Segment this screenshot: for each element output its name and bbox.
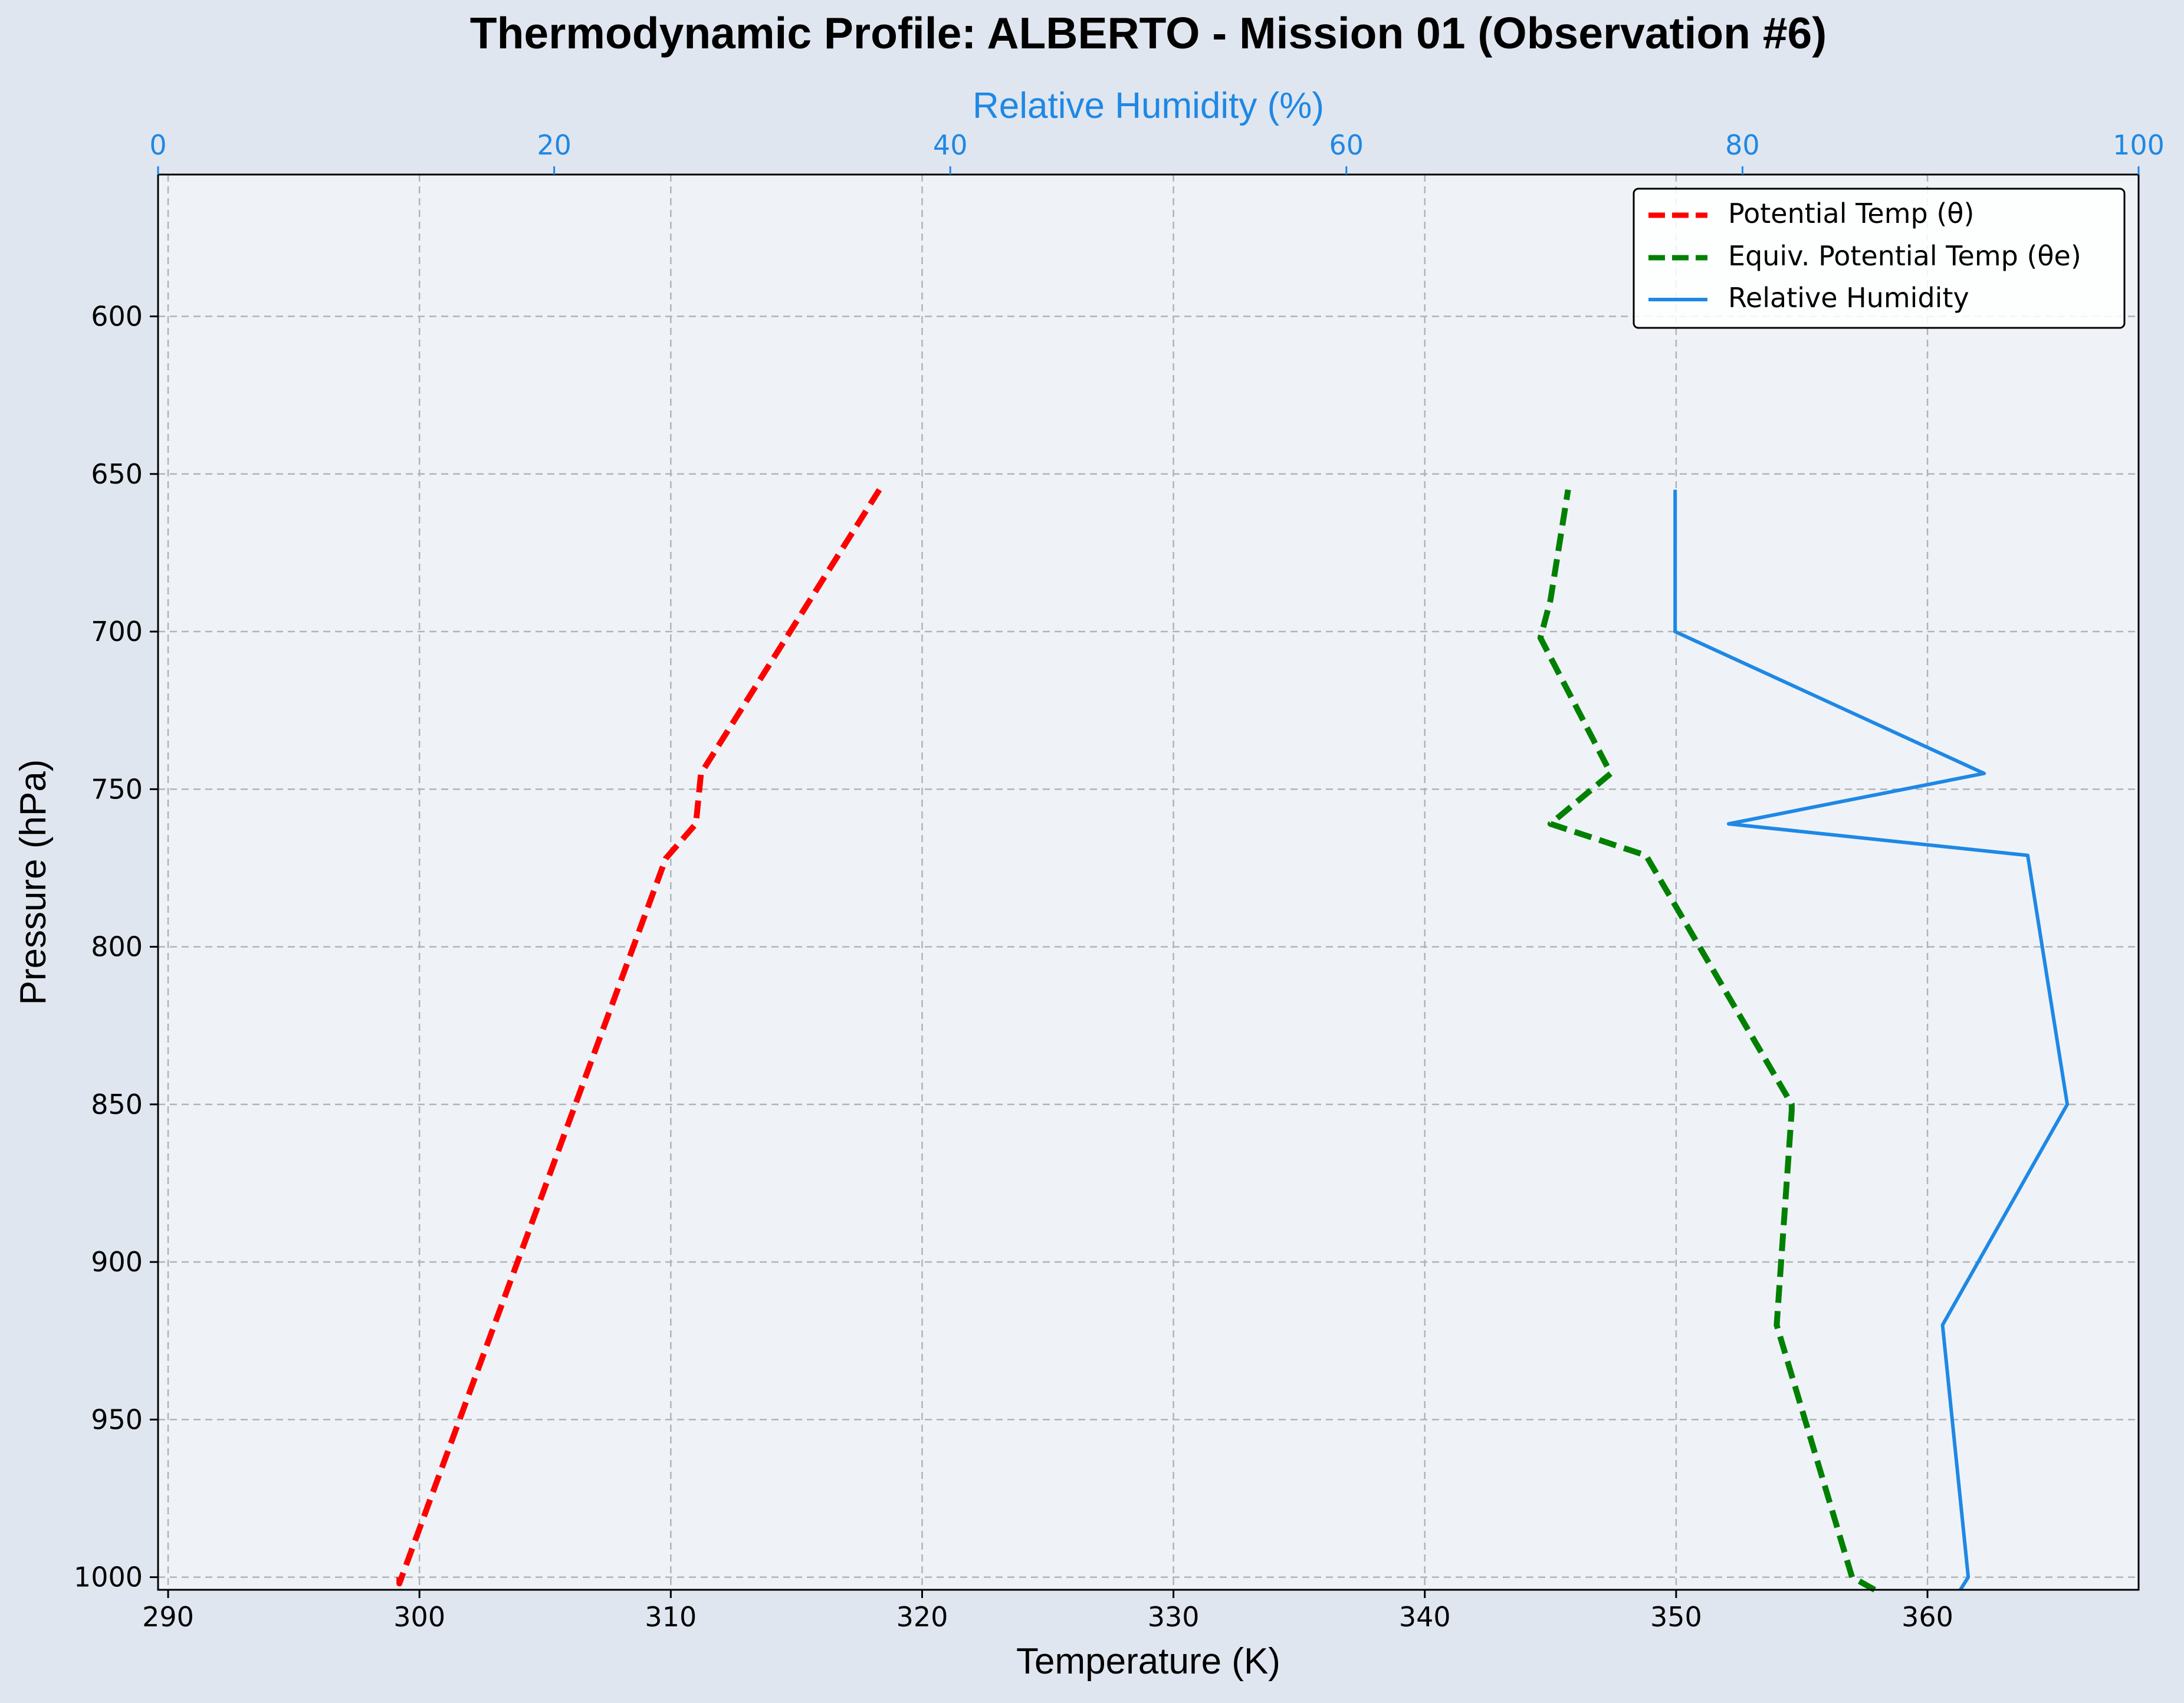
relative-humidity-line xyxy=(1673,489,2070,1591)
x-tick-label: 360 xyxy=(1901,1601,1953,1633)
x-axis-label: Temperature (K) xyxy=(1016,1641,1280,1682)
x-tick-label: 300 xyxy=(393,1601,445,1633)
y-tick-label: 1000 xyxy=(74,1561,143,1593)
series-layer xyxy=(396,488,2070,1593)
y-tick-label: 950 xyxy=(91,1403,143,1435)
top-tick-label: 20 xyxy=(537,129,572,161)
y-tick-label: 900 xyxy=(91,1246,143,1278)
x-tick-label: 330 xyxy=(1148,1601,1200,1633)
x-tick-label: 310 xyxy=(645,1601,697,1633)
y-tick-label: 850 xyxy=(91,1089,143,1120)
plot-frame xyxy=(157,173,2140,1591)
top-tick-label: 80 xyxy=(1725,129,1760,161)
y-tick-label: 750 xyxy=(91,773,143,805)
ticks: 290 300 310 320 330 340 350 3606006507007508008… xyxy=(74,129,2165,1633)
top-tick-label: 40 xyxy=(933,129,968,161)
legend: Potential Temp (θ) Equiv. Potential Temp… xyxy=(1633,188,2126,329)
x-tick-label: 350 xyxy=(1650,1601,1702,1633)
theta-line xyxy=(396,488,882,1587)
x-tick-label: 340 xyxy=(1399,1601,1451,1633)
y-axis-label: Pressure (hPa) xyxy=(13,760,54,1005)
legend-label-theta: Potential Temp (θ) xyxy=(1728,198,1974,229)
legend-box xyxy=(1633,188,2126,329)
top-axis-label: Relative Humidity (%) xyxy=(973,86,1324,126)
y-tick-label: 600 xyxy=(91,301,143,333)
x-tick-label: 290 xyxy=(142,1601,194,1633)
top-tick-label: 0 xyxy=(149,129,166,161)
legend-label-rh: Relative Humidity xyxy=(1728,282,1969,314)
theta-e-line xyxy=(1537,489,1877,1593)
plot-area xyxy=(158,175,2139,1590)
x-tick-label: 320 xyxy=(896,1601,948,1633)
y-tick-label: 700 xyxy=(91,616,143,647)
chart-title: Thermodynamic Profile: ALBERTO - Mission… xyxy=(470,8,1827,58)
legend-label-theta-e: Equiv. Potential Temp (θe) xyxy=(1728,240,2081,272)
grid xyxy=(158,175,2139,1590)
y-tick-label: 800 xyxy=(91,931,143,963)
top-tick-label: 100 xyxy=(2113,129,2165,161)
y-tick-label: 650 xyxy=(91,458,143,490)
top-tick-label: 60 xyxy=(1329,129,1364,161)
